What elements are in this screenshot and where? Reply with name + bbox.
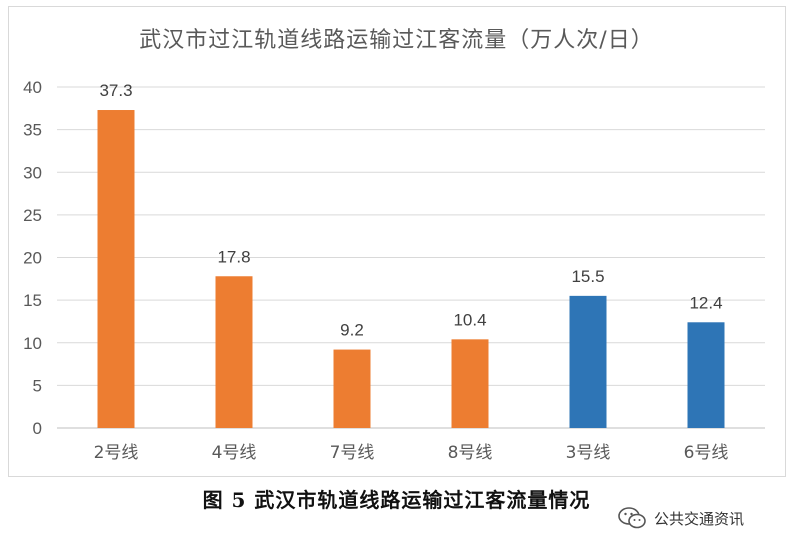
watermark-text: 公共交通资讯	[654, 509, 745, 528]
bar	[451, 339, 489, 428]
data-label: 9.2	[340, 321, 364, 340]
y-tick-label: 25	[23, 206, 42, 225]
data-label: 12.4	[689, 293, 722, 312]
chart-title: 武汉市过江轨道线路运输过江客流量（万人次/日）	[139, 28, 654, 53]
x-tick-label: 2号线	[94, 443, 139, 463]
watermark: 公共交通资讯	[618, 505, 744, 531]
x-tick-label: 8号线	[448, 443, 493, 463]
y-tick-label: 0	[33, 419, 42, 438]
bar	[687, 322, 725, 428]
bar	[569, 295, 607, 428]
x-tick-label: 4号线	[212, 443, 257, 463]
y-tick-label: 30	[23, 163, 42, 182]
wechat-icon	[618, 507, 646, 529]
y-tick-label: 10	[23, 334, 42, 353]
bar	[215, 276, 253, 428]
y-tick-label: 40	[23, 78, 42, 97]
figure-caption: 图 5 武汉市轨道线路运输过江客流量情况	[202, 488, 591, 512]
bar-chart: 0 5 10 15 20 25 30 35 40 37.3 2号线 17.8 4号线 9.2 7号线 10.4…	[23, 78, 765, 463]
data-label: 15.5	[571, 267, 604, 286]
data-label: 37.3	[99, 81, 132, 100]
x-tick-label: 6号线	[684, 443, 729, 463]
y-tick-label: 20	[23, 249, 42, 268]
data-label: 17.8	[217, 247, 250, 266]
x-tick-label: 3号线	[566, 443, 611, 463]
chart-frame	[8, 6, 786, 477]
bar	[333, 349, 371, 428]
bar	[97, 110, 135, 428]
y-tick-label: 15	[23, 291, 42, 310]
data-label: 10.4	[453, 310, 486, 329]
x-tick-label: 7号线	[330, 443, 375, 463]
y-tick-label: 35	[23, 121, 42, 140]
y-tick-label: 5	[33, 376, 42, 395]
